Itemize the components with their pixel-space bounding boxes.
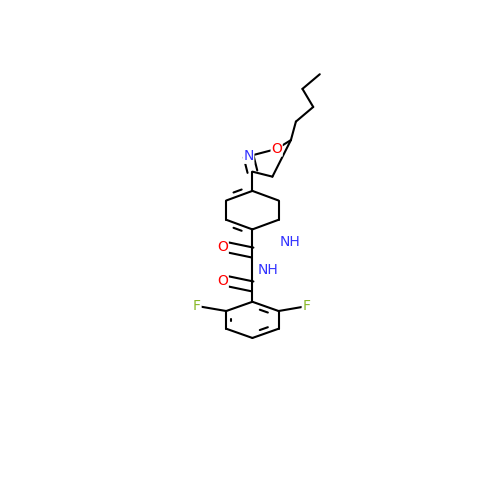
Text: O: O [271, 142, 282, 156]
Text: O: O [218, 240, 228, 254]
Text: F: F [302, 300, 310, 314]
Text: O: O [218, 274, 228, 287]
Text: N: N [244, 149, 254, 163]
Text: NH: NH [258, 263, 278, 277]
Text: NH: NH [280, 234, 301, 248]
Text: F: F [193, 300, 201, 314]
